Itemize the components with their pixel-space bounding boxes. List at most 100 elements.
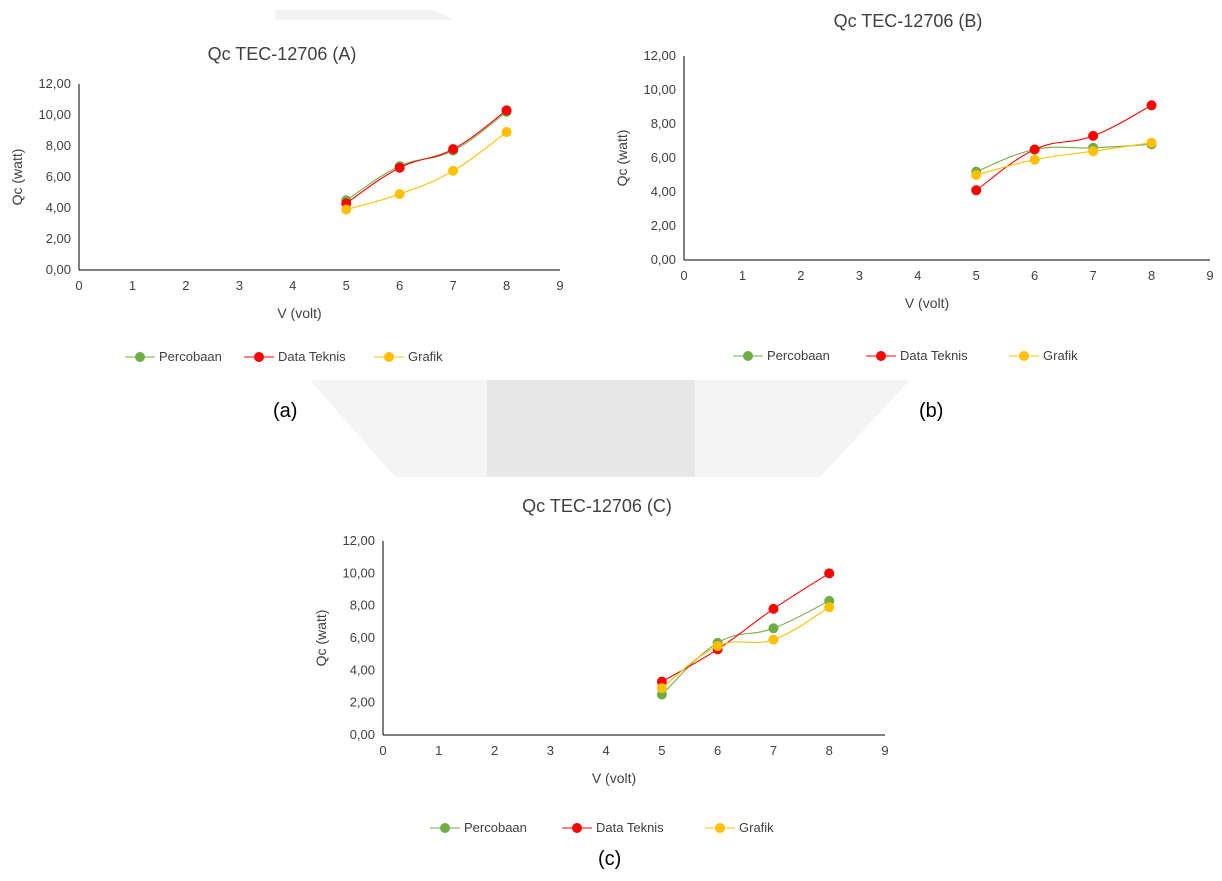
x-tick-label: 2: [797, 268, 804, 283]
y-tick-label: 2,00: [46, 231, 71, 246]
legend-label-grafik: Grafik: [1043, 348, 1078, 363]
x-tick-label: 1: [435, 743, 442, 758]
y-tick-label: 4,00: [350, 662, 375, 677]
x-tick-label: 2: [491, 743, 498, 758]
x-tick-label: 7: [770, 743, 777, 758]
chart-title: Qc TEC-12706 (B): [834, 11, 983, 31]
x-tick-label: 4: [602, 743, 609, 758]
legend-label-percobaan: Percobaan: [464, 820, 527, 835]
data-point-grafik: [394, 189, 405, 200]
x-tick-label: 7: [449, 278, 456, 293]
panel-label-b: (b): [919, 400, 944, 422]
data-point-data-teknis: [1029, 144, 1040, 155]
y-tick-label: 0,00: [46, 262, 71, 277]
y-tick-label: 0,00: [350, 727, 375, 742]
legend-label-percobaan: Percobaan: [767, 348, 830, 363]
data-point-grafik: [824, 602, 835, 613]
panel-label-c: (c): [598, 848, 622, 870]
series-line-grafik: [346, 131, 507, 211]
x-tick-label: 6: [396, 278, 403, 293]
x-tick-label: 1: [739, 268, 746, 283]
y-tick-label: 4,00: [46, 200, 71, 215]
data-point-data-teknis: [971, 185, 982, 196]
x-tick-label: 1: [129, 278, 136, 293]
data-point-grafik: [971, 170, 982, 180]
data-point-grafik: [1088, 146, 1099, 157]
chart-c: Qc TEC-12706 (C) 0,00 2,00 4,00 6,00 8,00 10,0…: [300, 485, 920, 845]
x-axis-title: V (volt): [905, 295, 949, 311]
y-tick-label: 8,00: [651, 116, 676, 131]
legend-marker-data-teknis: [572, 823, 582, 833]
x-axis-title: V (volt): [592, 770, 636, 786]
data-point-grafik: [1146, 137, 1157, 148]
x-tick-label: 5: [343, 278, 350, 293]
chart-b: Qc TEC-12706 (B) 0,00 2,00 4,00 6,00 8,00 10,0…: [600, 0, 1222, 380]
data-point-grafik: [501, 127, 512, 138]
series-line-grafik: [661, 606, 830, 689]
y-axis-title: Qc (watt): [614, 130, 630, 187]
x-tick-label: 5: [658, 743, 665, 758]
x-tick-label: 4: [289, 278, 296, 293]
y-tick-label: 8,00: [46, 138, 71, 153]
legend-marker-data-teknis: [876, 351, 886, 361]
data-point-grafik: [341, 204, 352, 215]
y-tick-label: 6,00: [46, 169, 71, 184]
legend-label-data-teknis: Data Teknis: [596, 820, 664, 835]
y-tick-label: 12,00: [38, 76, 71, 91]
watermark-center-block: [487, 380, 695, 477]
y-axis-title: Qc (watt): [9, 149, 25, 206]
y-tick-label: 6,00: [350, 630, 375, 645]
legend-marker-grafik: [1019, 351, 1029, 361]
y-tick-label: 8,00: [350, 598, 375, 613]
x-tick-label: 8: [503, 278, 510, 293]
legend-label-percobaan: Percobaan: [159, 349, 222, 364]
x-tick-label: 0: [75, 278, 82, 293]
y-tick-label: 10,00: [38, 107, 71, 122]
x-tick-label: 5: [973, 268, 980, 283]
legend-label-data-teknis: Data Teknis: [900, 348, 968, 363]
x-tick-label: 3: [547, 743, 554, 758]
chart-a-svg: Qc TEC-12706 (A) 0,00 2,00 4,00 6,00 8,00 10,0…: [9, 44, 564, 364]
y-tick-label: 10,00: [643, 82, 676, 97]
x-tick-label: 0: [680, 268, 687, 283]
x-tick-label: 3: [236, 278, 243, 293]
x-tick-label: 8: [826, 743, 833, 758]
legend-label-data-teknis: Data Teknis: [278, 349, 346, 364]
y-tick-label: 12,00: [643, 48, 676, 63]
data-point-data-teknis: [1146, 100, 1157, 111]
chart-title: Qc TEC-12706 (C): [522, 496, 672, 516]
data-point-data-teknis: [824, 568, 835, 579]
data-point-grafik: [768, 634, 779, 645]
series-line-percobaan: [661, 600, 830, 695]
x-axis-title: V (volt): [277, 305, 321, 321]
watermark-top-shape: [275, 10, 455, 20]
data-point-grafik: [712, 641, 723, 652]
y-tick-label: 4,00: [651, 184, 676, 199]
legend-label-grafik: Grafik: [408, 349, 443, 364]
x-tick-label: 4: [914, 268, 921, 283]
data-point-grafik: [1029, 154, 1040, 165]
legend-marker-grafik: [715, 823, 725, 833]
legend-marker-percobaan: [440, 823, 450, 833]
series-line-percobaan: [345, 111, 507, 201]
legend-marker-data-teknis: [254, 352, 264, 362]
y-tick-label: 10,00: [342, 565, 375, 580]
legend-label-grafik: Grafik: [739, 820, 774, 835]
data-point-grafik: [448, 165, 459, 176]
x-tick-label: 6: [1031, 268, 1038, 283]
legend-marker-percobaan: [743, 351, 753, 361]
data-point-data-teknis: [768, 603, 779, 614]
data-point-percobaan: [768, 623, 779, 634]
x-tick-label: 0: [379, 743, 386, 758]
series-line-data-teknis: [975, 104, 1152, 191]
data-point-data-teknis: [501, 105, 512, 116]
chart-b-svg: Qc TEC-12706 (B) 0,00 2,00 4,00 6,00 8,00 10,0…: [614, 11, 1214, 363]
y-tick-label: 2,00: [350, 695, 375, 710]
x-tick-label: 9: [556, 278, 563, 293]
legend-marker-percobaan: [135, 352, 145, 362]
y-tick-label: 12,00: [342, 533, 375, 548]
panel-label-a: (a): [273, 400, 298, 422]
x-tick-label: 7: [1089, 268, 1096, 283]
data-point-data-teknis: [1088, 130, 1099, 141]
